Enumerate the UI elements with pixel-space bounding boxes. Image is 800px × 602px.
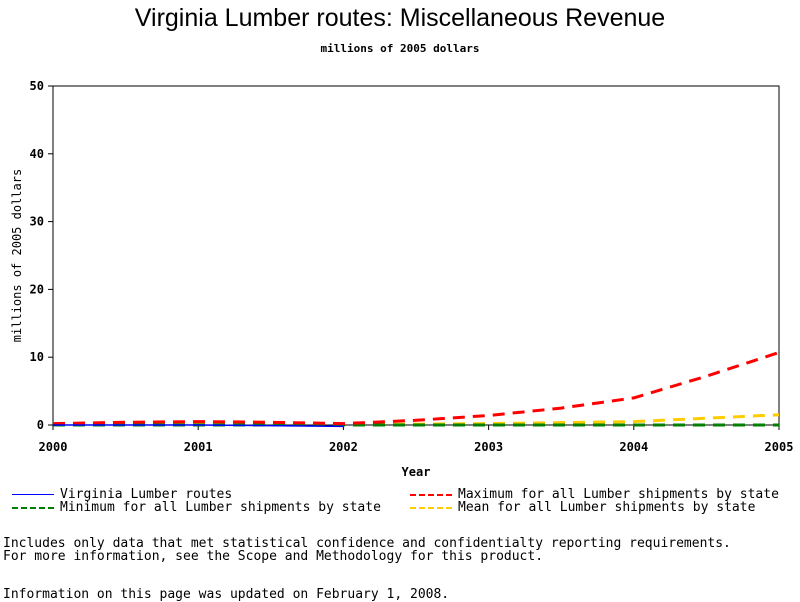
legend-swatch-mean <box>410 506 452 509</box>
y-tick-label: 0 <box>37 418 44 432</box>
note-updated: Information on this page was updated on … <box>3 587 450 602</box>
line-chart: 0 10 20 30 40 50 2000 2001 2002 2003 2004 2005 Year m… <box>10 79 794 479</box>
legend-item-mean: Mean for all Lumber shipments by state <box>410 500 755 515</box>
legend-swatch-minimum <box>12 506 54 509</box>
y-axis-label: millions of 2005 dollars <box>10 169 24 342</box>
note-methodology: For more information, see the Scope and … <box>3 549 544 564</box>
chart-subtitle: millions of 2005 dollars <box>320 42 480 55</box>
legend-item-maximum: Maximum for all Lumber shipments by stat… <box>410 487 779 502</box>
legend-item-minimum: Minimum for all Lumber shipments by stat… <box>12 500 381 515</box>
legend-item-virginia: Virginia Lumber routes <box>12 487 232 502</box>
legend-label-virginia: Virginia Lumber routes <box>60 487 233 502</box>
x-tick-label: 2002 <box>329 440 358 454</box>
legend-swatch-maximum <box>410 493 452 496</box>
legend-label-maximum: Maximum for all Lumber shipments by stat… <box>458 487 779 502</box>
x-tick-label: 2005 <box>765 440 794 454</box>
chart-title: Virginia Lumber routes: Miscellaneous Re… <box>134 4 666 32</box>
y-tick-label: 10 <box>30 350 44 364</box>
note-confidence: Includes only data that met statistical … <box>3 536 731 551</box>
y-tick-label: 40 <box>30 147 44 161</box>
x-tick-label: 2004 <box>619 440 648 454</box>
y-tick-label: 20 <box>30 282 44 296</box>
x-axis-label: Year <box>402 465 431 479</box>
y-tick-label: 50 <box>30 79 44 93</box>
legend-label-minimum: Minimum for all Lumber shipments by stat… <box>60 500 381 515</box>
x-tick-label: 2001 <box>184 440 213 454</box>
y-tick-label: 30 <box>30 215 44 229</box>
x-tick-label: 2000 <box>39 440 68 454</box>
plot-frame <box>52 85 780 426</box>
series-line-maximum <box>52 351 780 426</box>
legend-swatch-virginia <box>12 494 54 495</box>
legend-label-mean: Mean for all Lumber shipments by state <box>458 500 756 515</box>
series-line-virginia <box>53 424 344 428</box>
x-tick-label: 2003 <box>474 440 503 454</box>
